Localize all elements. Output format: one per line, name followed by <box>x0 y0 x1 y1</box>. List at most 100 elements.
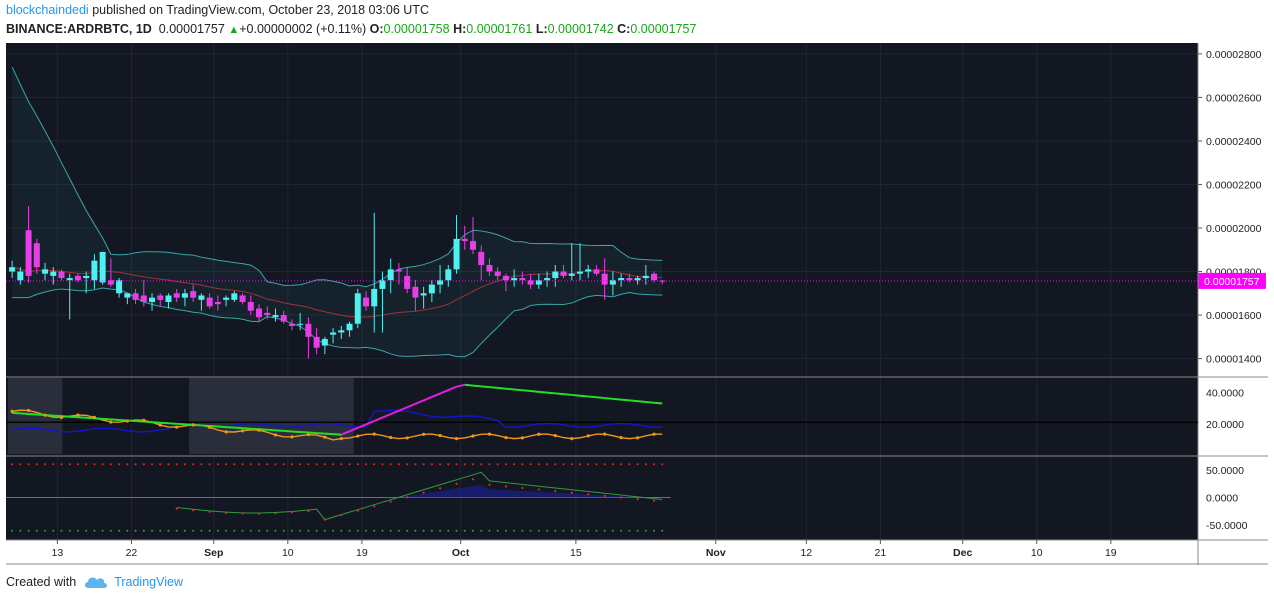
osc-signal-dot <box>587 493 590 496</box>
dmi-minus-dot <box>504 435 508 440</box>
osc-signal-dot <box>340 514 343 517</box>
adx-segment <box>530 390 539 393</box>
osc-level-dot <box>587 529 590 532</box>
candle-body <box>552 271 559 279</box>
osc-level-dot <box>620 463 623 466</box>
osc-level-dot <box>356 529 359 532</box>
candle-body <box>527 280 534 285</box>
author-link[interactable]: blockchaindedi <box>6 3 89 17</box>
candle-body <box>511 278 518 281</box>
dmi-minus-dot <box>125 419 129 423</box>
adx-segment <box>382 413 392 419</box>
dmi-minus-dot <box>191 423 195 427</box>
candle-body <box>601 273 608 285</box>
candle-body <box>239 295 246 302</box>
x-tick-label: 19 <box>356 547 368 559</box>
tradingview-link[interactable]: TradingView <box>114 575 183 589</box>
price-tick-label: 0.00002600 <box>1206 92 1262 104</box>
candle-body <box>461 238 468 242</box>
dmi-minus-dot <box>240 429 245 433</box>
adx-segment <box>53 414 62 418</box>
candle-body <box>247 302 254 311</box>
adx-segment <box>226 426 235 429</box>
osc-level-dot <box>537 529 540 532</box>
osc-level-dot <box>323 463 326 466</box>
osc-signal-dot <box>554 490 557 493</box>
dmi-minus-dot <box>26 408 31 413</box>
osc-level-dot <box>159 463 162 466</box>
osc-level-dot <box>282 529 285 532</box>
low-label: L: <box>535 22 548 36</box>
osc-level-dot <box>397 529 400 532</box>
osc-level-dot <box>389 463 392 466</box>
dmi-tick-label: 40.0000 <box>1206 388 1244 400</box>
osc-level-dot <box>488 463 491 466</box>
osc-signal-dot <box>241 512 244 515</box>
osc-level-dot <box>644 529 647 532</box>
bollinger-fill <box>12 66 663 357</box>
osc-level-dot <box>603 463 606 466</box>
osc-level-dot <box>35 463 38 466</box>
osc-level-dot <box>175 463 178 466</box>
candle-body <box>404 275 411 289</box>
price-tick-label: 0.00002400 <box>1206 136 1262 148</box>
bollinger-upper <box>11 66 663 288</box>
symbol-name[interactable]: BINANCE:ARDRBTC, 1D <box>6 22 152 36</box>
x-tick-label: 12 <box>800 547 812 559</box>
candle-body <box>330 332 337 335</box>
osc-level-dot <box>546 463 549 466</box>
tradingview-cloud-icon <box>85 577 108 588</box>
osc-level-dot <box>307 529 310 532</box>
dmi-minus-dot <box>273 433 278 437</box>
x-tick-label: 19 <box>1105 547 1117 559</box>
candle-body <box>387 269 394 281</box>
osc-level-dot <box>118 529 121 532</box>
osc-level-dot <box>529 463 532 466</box>
open-value: 0.00001758 <box>383 22 450 36</box>
osc-level-dot <box>183 529 186 532</box>
x-tick-label: 13 <box>52 547 64 559</box>
dmi-minus-dot <box>356 434 360 438</box>
dmi-minus-dot <box>306 433 310 437</box>
candle-body <box>173 293 180 298</box>
candle-body <box>9 267 16 272</box>
osc-level-dot <box>200 529 203 532</box>
adx-segment <box>579 394 589 398</box>
osc-level-dot <box>496 529 499 532</box>
osc-signal-dot <box>175 507 178 510</box>
dmi-minus-dot <box>520 436 524 440</box>
osc-level-dot <box>504 463 507 466</box>
adx-segment <box>69 415 79 419</box>
osc-level-dot <box>373 529 376 532</box>
adx-segment <box>135 420 144 423</box>
osc-level-dot <box>578 529 581 532</box>
osc-level-dot <box>628 529 631 532</box>
osc-level-dot <box>653 529 656 532</box>
x-tick-label: 22 <box>126 547 138 559</box>
dmi-minus-dot <box>10 409 14 413</box>
candle-body <box>346 323 353 331</box>
adx-segment <box>267 428 276 432</box>
adx-segment <box>464 383 474 387</box>
osc-level-dot <box>225 463 228 466</box>
dmi-zone <box>189 378 354 454</box>
osc-level-dot <box>52 463 55 466</box>
adx-segment <box>357 423 367 429</box>
created-with-text: Created with <box>6 575 77 589</box>
adx-segment <box>439 389 449 395</box>
footer: Created with TradingView <box>6 575 183 589</box>
plot-background <box>6 43 1198 540</box>
candle-body <box>288 323 295 326</box>
candle-body <box>576 271 583 274</box>
dmi-minus-dot <box>635 436 640 440</box>
osc-signal-dot <box>274 512 277 515</box>
osc-signal-dot <box>323 518 326 521</box>
osc-level-dot <box>332 529 335 532</box>
osc-level-dot <box>183 463 186 466</box>
dmi-minus-dot <box>389 435 393 440</box>
dmi-minus-dot <box>208 425 212 429</box>
osc-level-dot <box>661 529 664 532</box>
chart-canvas[interactable]: 0.00002800 0.00002600 0.00002400 0.00002200… <box>6 43 1268 565</box>
osc-level-dot <box>513 529 516 532</box>
dmi-minus-dot <box>92 415 97 419</box>
